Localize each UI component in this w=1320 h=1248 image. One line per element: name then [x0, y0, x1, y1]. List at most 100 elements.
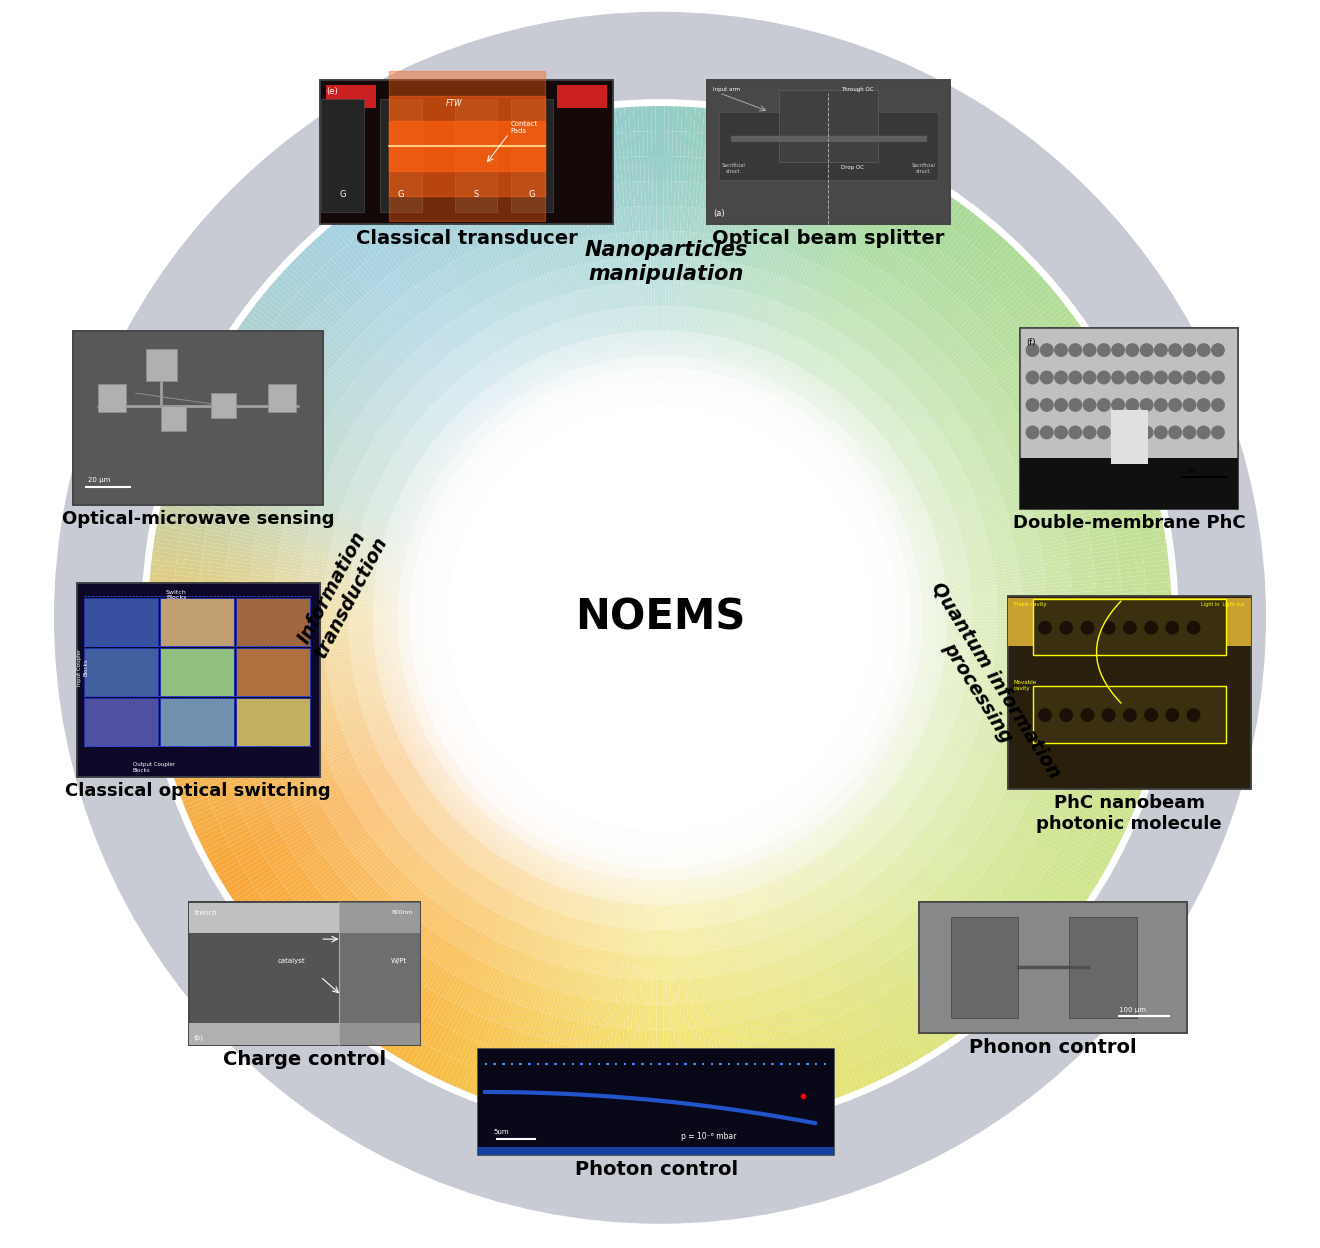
Wedge shape [548, 859, 560, 882]
Wedge shape [300, 650, 325, 655]
Wedge shape [428, 661, 453, 669]
Wedge shape [1041, 678, 1067, 685]
Wedge shape [421, 281, 438, 303]
Wedge shape [657, 930, 660, 955]
Wedge shape [201, 565, 226, 572]
Wedge shape [181, 525, 207, 534]
Wedge shape [587, 262, 595, 287]
Wedge shape [1072, 618, 1097, 622]
Wedge shape [304, 759, 329, 773]
Wedge shape [763, 195, 774, 220]
Wedge shape [721, 872, 730, 897]
Wedge shape [345, 277, 364, 298]
Wedge shape [673, 930, 677, 955]
Wedge shape [1019, 665, 1044, 671]
Wedge shape [1008, 714, 1032, 724]
Wedge shape [808, 351, 822, 373]
FancyBboxPatch shape [478, 1147, 834, 1156]
Wedge shape [1065, 336, 1089, 353]
Wedge shape [647, 306, 649, 331]
Wedge shape [265, 795, 290, 809]
Wedge shape [1093, 554, 1118, 560]
Wedge shape [339, 514, 363, 524]
Wedge shape [900, 172, 916, 196]
Wedge shape [424, 597, 449, 602]
Wedge shape [384, 998, 401, 1021]
Wedge shape [648, 181, 653, 206]
Wedge shape [870, 811, 890, 830]
Wedge shape [813, 185, 825, 210]
Wedge shape [428, 907, 445, 929]
Wedge shape [836, 961, 850, 985]
Wedge shape [603, 824, 610, 849]
Wedge shape [701, 258, 708, 283]
Wedge shape [652, 1080, 656, 1104]
Wedge shape [1121, 584, 1146, 589]
Wedge shape [1052, 483, 1077, 494]
Wedge shape [911, 1033, 928, 1056]
Wedge shape [285, 389, 309, 406]
Wedge shape [960, 966, 979, 988]
Wedge shape [972, 373, 993, 391]
Wedge shape [429, 967, 445, 990]
Wedge shape [525, 421, 541, 443]
Wedge shape [975, 337, 997, 356]
Wedge shape [941, 844, 962, 861]
Wedge shape [375, 578, 400, 584]
Wedge shape [777, 794, 792, 815]
Wedge shape [230, 386, 255, 401]
Wedge shape [318, 433, 342, 448]
Wedge shape [463, 736, 486, 753]
Wedge shape [442, 1031, 458, 1056]
Wedge shape [789, 257, 801, 281]
Wedge shape [515, 398, 531, 421]
Wedge shape [660, 281, 663, 306]
Wedge shape [663, 356, 664, 381]
Wedge shape [632, 157, 638, 182]
Circle shape [1123, 622, 1137, 634]
Wedge shape [333, 326, 354, 344]
Wedge shape [566, 943, 576, 968]
Wedge shape [1039, 532, 1064, 540]
Wedge shape [425, 724, 449, 736]
Wedge shape [643, 331, 647, 356]
Wedge shape [920, 736, 944, 750]
Wedge shape [374, 490, 397, 503]
Circle shape [447, 406, 873, 830]
Wedge shape [284, 826, 308, 842]
Wedge shape [770, 414, 784, 437]
Wedge shape [692, 182, 698, 207]
Wedge shape [861, 685, 884, 695]
Wedge shape [272, 477, 297, 489]
Wedge shape [462, 839, 479, 860]
Wedge shape [528, 200, 540, 225]
Wedge shape [961, 530, 986, 539]
Wedge shape [466, 372, 483, 393]
Wedge shape [465, 738, 486, 754]
Wedge shape [788, 397, 803, 419]
Wedge shape [268, 487, 293, 498]
Wedge shape [975, 985, 995, 1007]
Wedge shape [426, 497, 450, 510]
Wedge shape [545, 409, 558, 432]
Wedge shape [1094, 565, 1119, 572]
Wedge shape [380, 746, 404, 759]
Wedge shape [593, 312, 601, 337]
Wedge shape [1045, 464, 1071, 477]
Wedge shape [199, 644, 224, 650]
Wedge shape [983, 271, 1005, 291]
Wedge shape [634, 1103, 639, 1129]
Wedge shape [342, 353, 363, 372]
Wedge shape [327, 921, 348, 941]
Wedge shape [314, 509, 339, 519]
Wedge shape [997, 593, 1022, 598]
Wedge shape [787, 427, 803, 448]
Wedge shape [667, 206, 671, 231]
Wedge shape [1122, 618, 1147, 622]
Wedge shape [873, 844, 892, 864]
Wedge shape [347, 971, 366, 993]
Wedge shape [525, 149, 537, 173]
Wedge shape [312, 352, 333, 369]
Wedge shape [1094, 656, 1119, 661]
Wedge shape [1067, 545, 1092, 553]
